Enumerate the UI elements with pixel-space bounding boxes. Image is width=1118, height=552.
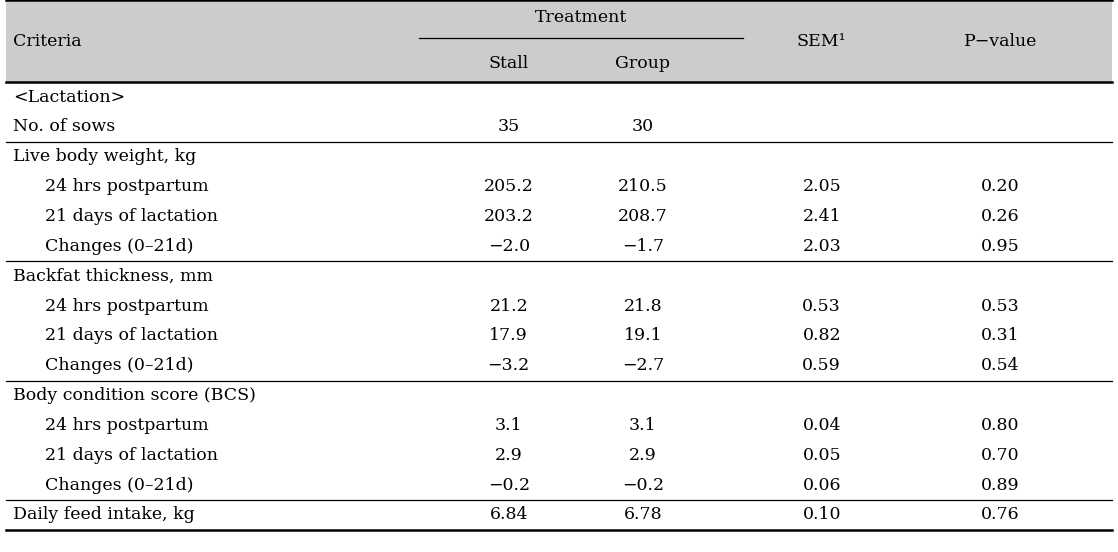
Text: 21.8: 21.8 — [624, 298, 662, 315]
Text: 2.41: 2.41 — [803, 208, 841, 225]
Text: 0.26: 0.26 — [982, 208, 1020, 225]
Text: 0.04: 0.04 — [803, 417, 841, 434]
Text: Body condition score (BCS): Body condition score (BCS) — [13, 387, 256, 404]
Text: 24 hrs postpartum: 24 hrs postpartum — [45, 298, 208, 315]
Text: 0.70: 0.70 — [982, 447, 1020, 464]
Text: 0.80: 0.80 — [982, 417, 1020, 434]
Text: −2.7: −2.7 — [622, 357, 664, 374]
Text: 0.54: 0.54 — [982, 357, 1020, 374]
Text: −3.2: −3.2 — [487, 357, 530, 374]
Text: Changes (0–21d): Changes (0–21d) — [45, 357, 193, 374]
Text: 24 hrs postpartum: 24 hrs postpartum — [45, 417, 208, 434]
Text: Backfat thickness, mm: Backfat thickness, mm — [13, 268, 214, 285]
Text: 21 days of lactation: 21 days of lactation — [45, 327, 218, 344]
Text: Group: Group — [615, 55, 671, 72]
Text: 0.31: 0.31 — [982, 327, 1020, 344]
Text: 19.1: 19.1 — [624, 327, 662, 344]
Text: 205.2: 205.2 — [484, 178, 533, 195]
Text: 210.5: 210.5 — [618, 178, 667, 195]
Text: SEM¹: SEM¹ — [797, 33, 846, 50]
Bar — [6, 0, 1112, 82]
Text: 203.2: 203.2 — [484, 208, 533, 225]
Text: Treatment: Treatment — [536, 9, 627, 26]
Text: −2.0: −2.0 — [487, 238, 530, 255]
Text: 0.53: 0.53 — [982, 298, 1020, 315]
Text: 17.9: 17.9 — [490, 327, 528, 344]
Text: 0.06: 0.06 — [803, 476, 841, 493]
Text: 2.05: 2.05 — [803, 178, 841, 195]
Text: 0.10: 0.10 — [803, 507, 841, 523]
Text: 0.95: 0.95 — [982, 238, 1020, 255]
Text: Daily feed intake, kg: Daily feed intake, kg — [13, 507, 196, 523]
Text: 6.78: 6.78 — [624, 507, 662, 523]
Text: 2.9: 2.9 — [495, 447, 522, 464]
Text: Changes (0–21d): Changes (0–21d) — [45, 476, 193, 493]
Text: 30: 30 — [632, 119, 654, 135]
Text: 0.53: 0.53 — [803, 298, 841, 315]
Text: 0.76: 0.76 — [982, 507, 1020, 523]
Text: Live body weight, kg: Live body weight, kg — [13, 148, 197, 165]
Text: 21 days of lactation: 21 days of lactation — [45, 447, 218, 464]
Text: 0.89: 0.89 — [982, 476, 1020, 493]
Text: 208.7: 208.7 — [618, 208, 667, 225]
Text: No. of sows: No. of sows — [13, 119, 115, 135]
Text: 3.1: 3.1 — [495, 417, 522, 434]
Text: Criteria: Criteria — [13, 33, 82, 50]
Text: 2.9: 2.9 — [629, 447, 656, 464]
Text: −0.2: −0.2 — [622, 476, 664, 493]
Text: 0.59: 0.59 — [803, 357, 841, 374]
Text: −0.2: −0.2 — [487, 476, 530, 493]
Text: 2.03: 2.03 — [803, 238, 841, 255]
Text: 6.84: 6.84 — [490, 507, 528, 523]
Text: <Lactation>: <Lactation> — [13, 88, 125, 105]
Text: 21.2: 21.2 — [490, 298, 528, 315]
Text: 3.1: 3.1 — [629, 417, 656, 434]
Text: 0.82: 0.82 — [803, 327, 841, 344]
Text: 35: 35 — [498, 119, 520, 135]
Text: Changes (0–21d): Changes (0–21d) — [45, 238, 193, 255]
Text: 21 days of lactation: 21 days of lactation — [45, 208, 218, 225]
Text: 24 hrs postpartum: 24 hrs postpartum — [45, 178, 208, 195]
Text: P−value: P−value — [964, 33, 1038, 50]
Text: 0.20: 0.20 — [982, 178, 1020, 195]
Text: −1.7: −1.7 — [622, 238, 664, 255]
Text: 0.05: 0.05 — [803, 447, 841, 464]
Text: Stall: Stall — [489, 55, 529, 72]
